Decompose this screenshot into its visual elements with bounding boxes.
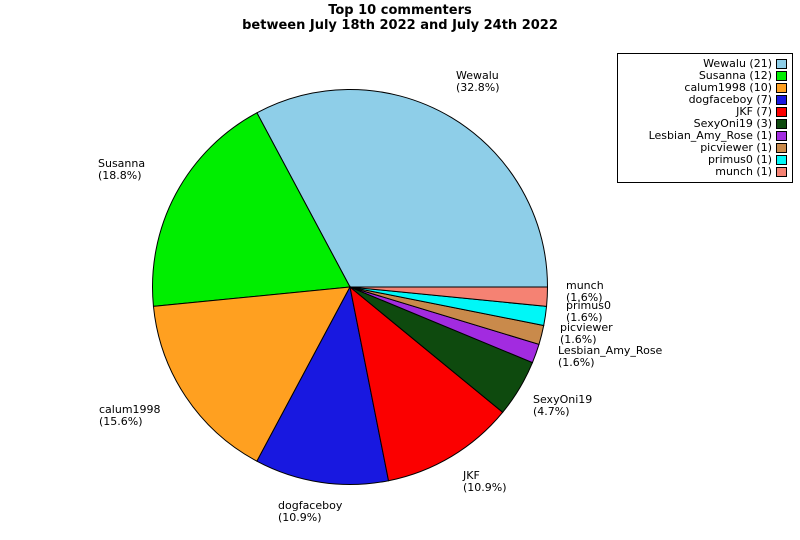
legend-item[interactable]: Susanna (12) xyxy=(622,70,787,82)
pie-label-jkf: JKF (10.9%) xyxy=(463,469,507,494)
pie-slice[interactable] xyxy=(152,112,351,307)
legend-item-label: dogfaceboy (7) xyxy=(688,93,772,106)
chart-title: Top 10 commenters between July 18th 2022… xyxy=(0,3,800,33)
legend-item-label: munch (1) xyxy=(715,165,772,178)
pie-label-wewalu: Wewalu (32.8%) xyxy=(456,69,500,94)
pie-label-lesbian-amy-rose: Lesbian_Amy_Rose (1.6%) xyxy=(558,344,663,369)
pie-label-munch: munch (1.6%) xyxy=(566,279,604,304)
legend-color-swatch xyxy=(776,71,787,81)
pie-slice[interactable] xyxy=(256,89,549,288)
legend-item[interactable]: munch (1) xyxy=(622,166,787,178)
legend-item[interactable]: Wewalu (21) xyxy=(622,58,787,70)
legend-rows: Wewalu (21) Susanna (12) calum1998 (10) dog… xyxy=(622,58,787,178)
pie-label-dogfaceboy: dogfaceboy (10.9%) xyxy=(278,499,343,524)
pie-label-picviewer: picviewer (1.6%) xyxy=(560,321,613,346)
legend-item[interactable]: JKF (7) xyxy=(622,106,787,118)
legend-item-label: Lesbian_Amy_Rose (1) xyxy=(648,129,772,142)
legend-item-label: Wewalu (21) xyxy=(703,57,772,70)
legend-color-swatch xyxy=(776,83,787,93)
legend-item-label: Susanna (12) xyxy=(698,69,772,82)
legend-color-swatch xyxy=(776,167,787,177)
pie-slice[interactable] xyxy=(349,286,549,307)
legend-color-swatch xyxy=(776,155,787,165)
pie-label-susanna: Susanna (18.8%) xyxy=(98,157,146,182)
legend-item-label: SexyOni19 (3) xyxy=(693,117,772,130)
legend-color-swatch xyxy=(776,119,787,129)
chart-title-line-1: Top 10 commenters xyxy=(328,3,472,18)
legend-item-label: primus0 (1) xyxy=(707,153,772,166)
chart-title-line-2: between July 18th 2022 and July 24th 202… xyxy=(242,18,558,33)
legend-item[interactable]: primus0 (1) xyxy=(622,154,787,166)
legend-color-swatch xyxy=(776,59,787,69)
pie-label-sexyoni19: SexyOni19 (4.7%) xyxy=(533,393,593,418)
legend-item[interactable]: picviewer (1) xyxy=(622,142,787,154)
legend-color-swatch xyxy=(776,143,787,153)
legend-color-swatch xyxy=(776,131,787,141)
legend-item-label: calum1998 (10) xyxy=(684,81,772,94)
legend-item[interactable]: SexyOni19 (3) xyxy=(622,118,787,130)
legend-color-swatch xyxy=(776,95,787,105)
legend: Wewalu (21) Susanna (12) calum1998 (10) dog… xyxy=(617,53,793,183)
legend-item-label: picviewer (1) xyxy=(700,141,772,154)
legend-color-swatch xyxy=(776,107,787,117)
legend-item[interactable]: Lesbian_Amy_Rose (1) xyxy=(622,130,787,142)
pie-slice[interactable] xyxy=(152,286,351,462)
pie-label-calum1998: calum1998 (15.6%) xyxy=(99,403,161,428)
legend-item[interactable]: dogfaceboy (7) xyxy=(622,94,787,106)
legend-item[interactable]: calum1998 (10) xyxy=(622,82,787,94)
pie-label-primus0: primus0 (1.6%) xyxy=(566,299,611,324)
legend-item-label: JKF (7) xyxy=(736,105,772,118)
pie-slice[interactable] xyxy=(256,285,390,485)
pie-slice[interactable] xyxy=(349,285,504,482)
pie-slice-group xyxy=(152,89,549,485)
